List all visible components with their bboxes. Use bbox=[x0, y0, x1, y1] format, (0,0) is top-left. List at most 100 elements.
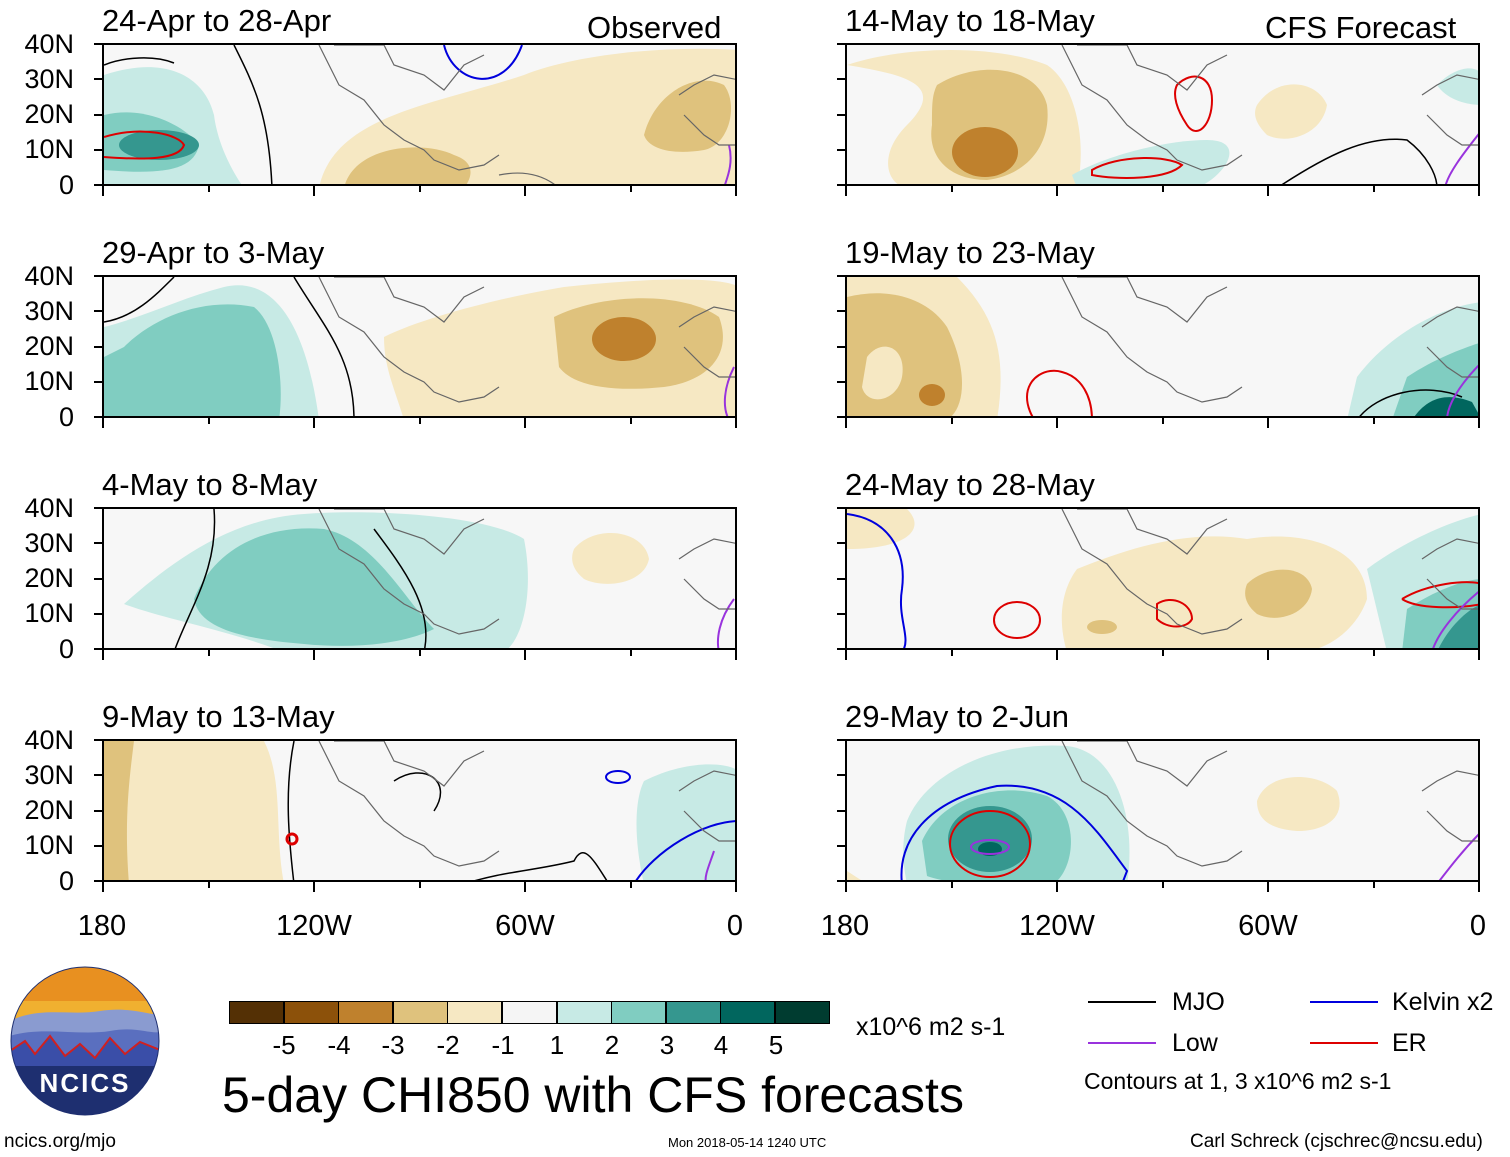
lon-label: 0 bbox=[1469, 910, 1487, 942]
lon-tick bbox=[313, 882, 315, 892]
lat-tick bbox=[837, 880, 845, 882]
colorbar-swatch bbox=[611, 1001, 666, 1024]
lon-tick bbox=[951, 418, 953, 424]
lon-tick bbox=[1162, 186, 1164, 192]
lat-tick bbox=[94, 381, 102, 383]
colorbar-swatch bbox=[284, 1001, 339, 1024]
map-panel-8-field bbox=[847, 741, 1478, 880]
footer-timestamp: Mon 2018-05-14 1240 UTC bbox=[668, 1135, 827, 1150]
lat-tick bbox=[94, 149, 102, 151]
lon-tick bbox=[630, 186, 632, 192]
colorbar-swatch bbox=[393, 1001, 448, 1024]
map-panel-1 bbox=[102, 43, 737, 186]
lon-tick bbox=[419, 650, 421, 656]
lon-tick bbox=[1162, 418, 1164, 424]
lat-label: 30N bbox=[24, 528, 74, 558]
map-panel-7-field bbox=[847, 509, 1478, 648]
colorbar-swatch bbox=[338, 1001, 393, 1024]
lon-tick bbox=[419, 418, 421, 424]
lon-tick bbox=[630, 418, 632, 424]
lon-tick bbox=[845, 186, 847, 196]
lon-tick bbox=[313, 418, 315, 428]
lat-tick bbox=[94, 184, 102, 186]
map-panel-5-field bbox=[847, 45, 1478, 184]
lon-tick bbox=[1267, 650, 1269, 660]
map-panel-1-field bbox=[104, 45, 735, 184]
lon-tick bbox=[1373, 186, 1375, 192]
lon-tick bbox=[313, 186, 315, 196]
lon-label: 180 bbox=[820, 910, 870, 942]
lat-tick bbox=[94, 613, 102, 615]
legend-kelvin-label: Kelvin x2 bbox=[1392, 988, 1494, 1016]
lat-tick bbox=[94, 43, 102, 45]
lon-tick bbox=[1267, 882, 1269, 892]
lon-tick bbox=[524, 882, 526, 892]
lat-label: 30N bbox=[24, 760, 74, 790]
lon-tick bbox=[735, 418, 737, 428]
lon-tick bbox=[208, 882, 210, 888]
lat-label: 10N bbox=[24, 598, 74, 628]
lon-label: 120W bbox=[276, 910, 352, 942]
lon-tick bbox=[1373, 650, 1375, 656]
lat-tick bbox=[94, 507, 102, 509]
map-panel-7 bbox=[845, 507, 1480, 650]
lon-tick bbox=[1373, 418, 1375, 424]
lon-label: 180 bbox=[77, 910, 127, 942]
map-panel-3 bbox=[102, 507, 737, 650]
ncics-logo: NCICS bbox=[10, 966, 160, 1116]
lat-tick bbox=[837, 114, 845, 116]
lon-tick bbox=[845, 418, 847, 428]
legend-er-line bbox=[1310, 1042, 1378, 1044]
legend-contour-note: Contours at 1, 3 x10^6 m2 s-1 bbox=[1084, 1068, 1392, 1094]
colorbar-label: -1 bbox=[491, 1030, 515, 1060]
lat-tick bbox=[94, 880, 102, 882]
lat-tick bbox=[837, 346, 845, 348]
lat-tick bbox=[837, 810, 845, 812]
lat-tick bbox=[837, 78, 845, 80]
colorbar-label: 1 bbox=[549, 1030, 565, 1060]
lat-tick bbox=[837, 507, 845, 509]
legend-mjo-line bbox=[1088, 1001, 1156, 1003]
lon-tick bbox=[208, 418, 210, 424]
lat-tick bbox=[94, 346, 102, 348]
lon-tick bbox=[735, 650, 737, 660]
lon-tick bbox=[951, 186, 953, 192]
lat-label: 20N bbox=[24, 563, 74, 593]
map-panel-5 bbox=[845, 43, 1480, 186]
lon-tick bbox=[1162, 650, 1164, 656]
lon-tick bbox=[1267, 186, 1269, 196]
legend-kelvin-line bbox=[1310, 1001, 1378, 1003]
lat-tick bbox=[837, 613, 845, 615]
lon-tick bbox=[630, 882, 632, 888]
colorbar-swatch bbox=[775, 1001, 830, 1024]
lon-tick bbox=[951, 650, 953, 656]
panel-title-8: 29-May to 2-Jun bbox=[845, 699, 1069, 734]
lon-tick bbox=[102, 650, 104, 660]
panel-title-1: 24-Apr to 28-Apr bbox=[102, 3, 332, 38]
lat-label: 0 bbox=[58, 402, 74, 432]
lat-label: 10N bbox=[24, 134, 74, 164]
lat-tick bbox=[837, 578, 845, 580]
lon-tick bbox=[419, 882, 421, 888]
lat-label: 20N bbox=[24, 331, 74, 361]
lat-tick bbox=[837, 310, 845, 312]
map-panel-6-field bbox=[847, 277, 1478, 416]
lon-tick bbox=[208, 186, 210, 192]
lat-tick bbox=[837, 43, 845, 45]
lat-tick bbox=[94, 275, 102, 277]
lat-tick bbox=[94, 810, 102, 812]
panel-title-3: 4-May to 8-May bbox=[102, 467, 318, 502]
lat-label: 20N bbox=[24, 99, 74, 129]
lat-tick bbox=[94, 78, 102, 80]
lat-label: 30N bbox=[24, 64, 74, 94]
lat-label: 0 bbox=[58, 634, 74, 664]
lat-label: 10N bbox=[24, 366, 74, 396]
lon-tick bbox=[1478, 418, 1480, 428]
panel-title-4: 9-May to 13-May bbox=[102, 699, 335, 734]
lon-tick bbox=[102, 418, 104, 428]
lat-tick bbox=[94, 845, 102, 847]
panel-title-7: 24-May to 28-May bbox=[845, 467, 1095, 502]
lon-tick bbox=[1056, 418, 1058, 428]
lat-tick bbox=[837, 149, 845, 151]
panel-title-5: 14-May to 18-May bbox=[845, 3, 1095, 38]
